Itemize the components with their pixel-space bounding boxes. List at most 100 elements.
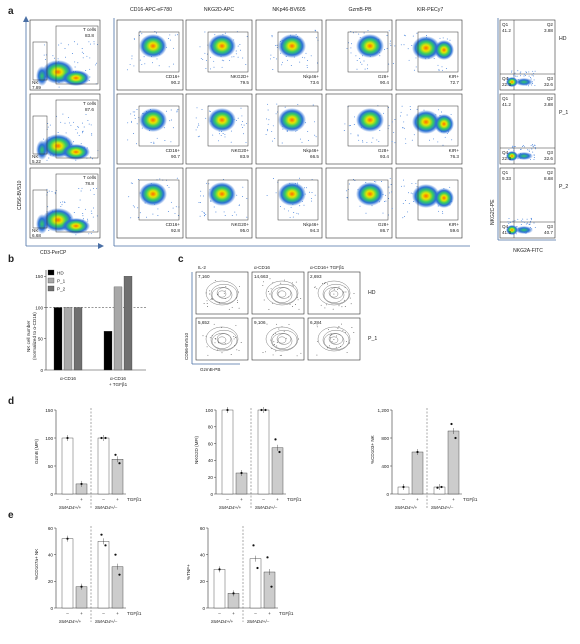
b-bar-hd [103,331,113,371]
replicate-dot [240,471,243,475]
replicate-dot [274,438,277,441]
quad-x-label: NKG2A-FITC [513,248,543,254]
genotype-label-b: SMAD4+/– [431,505,454,510]
c-outlier-dot [272,344,274,346]
marker-plot-dot [402,217,404,219]
c-outlier-dot [339,346,341,347]
cd3-plot-dot [58,86,60,88]
marker-plot-dot [441,69,443,71]
c-contour [277,290,287,298]
c-outlier-dot [235,324,237,326]
c-outlier-dot [349,342,351,344]
tcell-gate-label: T cells [83,175,97,180]
quadrant-dot [520,71,522,73]
replicate-dot [440,485,443,489]
marker-plot-frame [325,93,393,165]
quadrant-dot [529,222,531,224]
marker-gate [207,179,249,221]
quadrant-dot [523,221,525,223]
marker-plot-dot [372,137,374,139]
c-outlier-dot [296,355,298,357]
treatment-sign: – [226,497,229,502]
c-outlier-dot [316,340,318,342]
marker-plot-dot [131,55,133,57]
c-contour [217,336,227,344]
cd3-plot-dot [47,123,49,125]
bar-y-tick-label: 150 [45,408,53,413]
c-outlier-dot [322,283,323,285]
panel-label-e: e [8,510,14,521]
marker-plot-dot [307,131,309,133]
c-outlier-dot [276,323,278,325]
marker-gate-value: 59.6 [450,228,459,233]
marker-plot-dot [133,38,135,40]
quadrant-dot [522,221,524,223]
bar-y-tick-label: 0 [202,606,205,611]
cd3-density-blob [62,144,90,160]
marker-plot-dot [176,177,178,179]
c-outlier-dot [316,326,318,328]
marker-plot-dot [242,186,244,188]
quadrant-dot [534,146,536,148]
marker-gate-value: 94.3 [310,228,319,233]
cd3-plot-dot [62,113,64,115]
quadrant-dot [530,220,532,222]
marker-plot-dot [315,30,317,32]
marker-plot-dot [305,187,307,189]
c-contour [328,287,344,299]
marker-plot-dot [355,55,357,57]
c-contour [211,287,233,303]
marker-plot-dot [410,192,412,194]
marker-plot-dot [402,203,404,205]
c-outlier-dot [295,304,296,305]
marker-gate [417,31,459,73]
treatment-sign: – [402,497,405,502]
marker-plot-dot [198,202,200,203]
marker-gate-label: Gz8+ [378,148,389,153]
quadrant-density-blob [515,78,533,86]
nk-gate [32,115,48,155]
marker-plot-dot [170,119,172,121]
marker-gate [138,179,180,221]
marker-plot-dot [201,109,203,111]
marker-plot-dot [314,134,316,136]
marker-plot-dot [273,57,275,59]
c-contour [323,287,345,303]
marker-plot-dot [356,60,358,62]
marker-plot-dot [312,104,314,106]
treatment-sign: + [276,497,279,502]
marker-plot-dot [446,38,448,40]
marker-plot-dot [271,130,273,132]
marker-plot-dot [388,186,390,188]
cd3-plot-dot [95,62,97,64]
quadrant-dot [534,84,536,86]
c-outlier-dot [206,300,208,302]
cd3-plot-dot [89,57,91,59]
marker-plot-dot [175,206,177,208]
marker-plot-dot [292,216,294,218]
c-outlier-dot [263,299,265,301]
quadrant-dot [525,75,526,77]
c-outlier-dot [331,341,333,342]
marker-plot-dot [348,183,350,185]
marker-plot-dot [299,61,301,63]
c-outlier-dot [291,284,293,286]
cd3-plot-dot [47,126,49,128]
quadrant-dot [519,72,521,74]
marker-plot-dot [314,194,316,196]
marker-gate-label: CD16+ [166,222,181,227]
quadrant-q2-value: 3.88 [544,102,553,107]
marker-plot-dot [275,192,277,194]
marker-gate-value: 90.2 [171,80,180,85]
marker-plot-frame [185,167,253,239]
replicate-dot [260,408,263,412]
cd3-plot-dot [57,132,59,133]
marker-plot-dot [210,56,211,58]
cd3-plot-dot [73,121,74,123]
c-outlier-dot [329,334,331,336]
c-outlier-dot [225,285,227,287]
marker-plot-dot [174,34,176,36]
c-contour [276,333,292,345]
marker-plot-frame [325,19,393,91]
marker-plot-dot [357,134,359,136]
